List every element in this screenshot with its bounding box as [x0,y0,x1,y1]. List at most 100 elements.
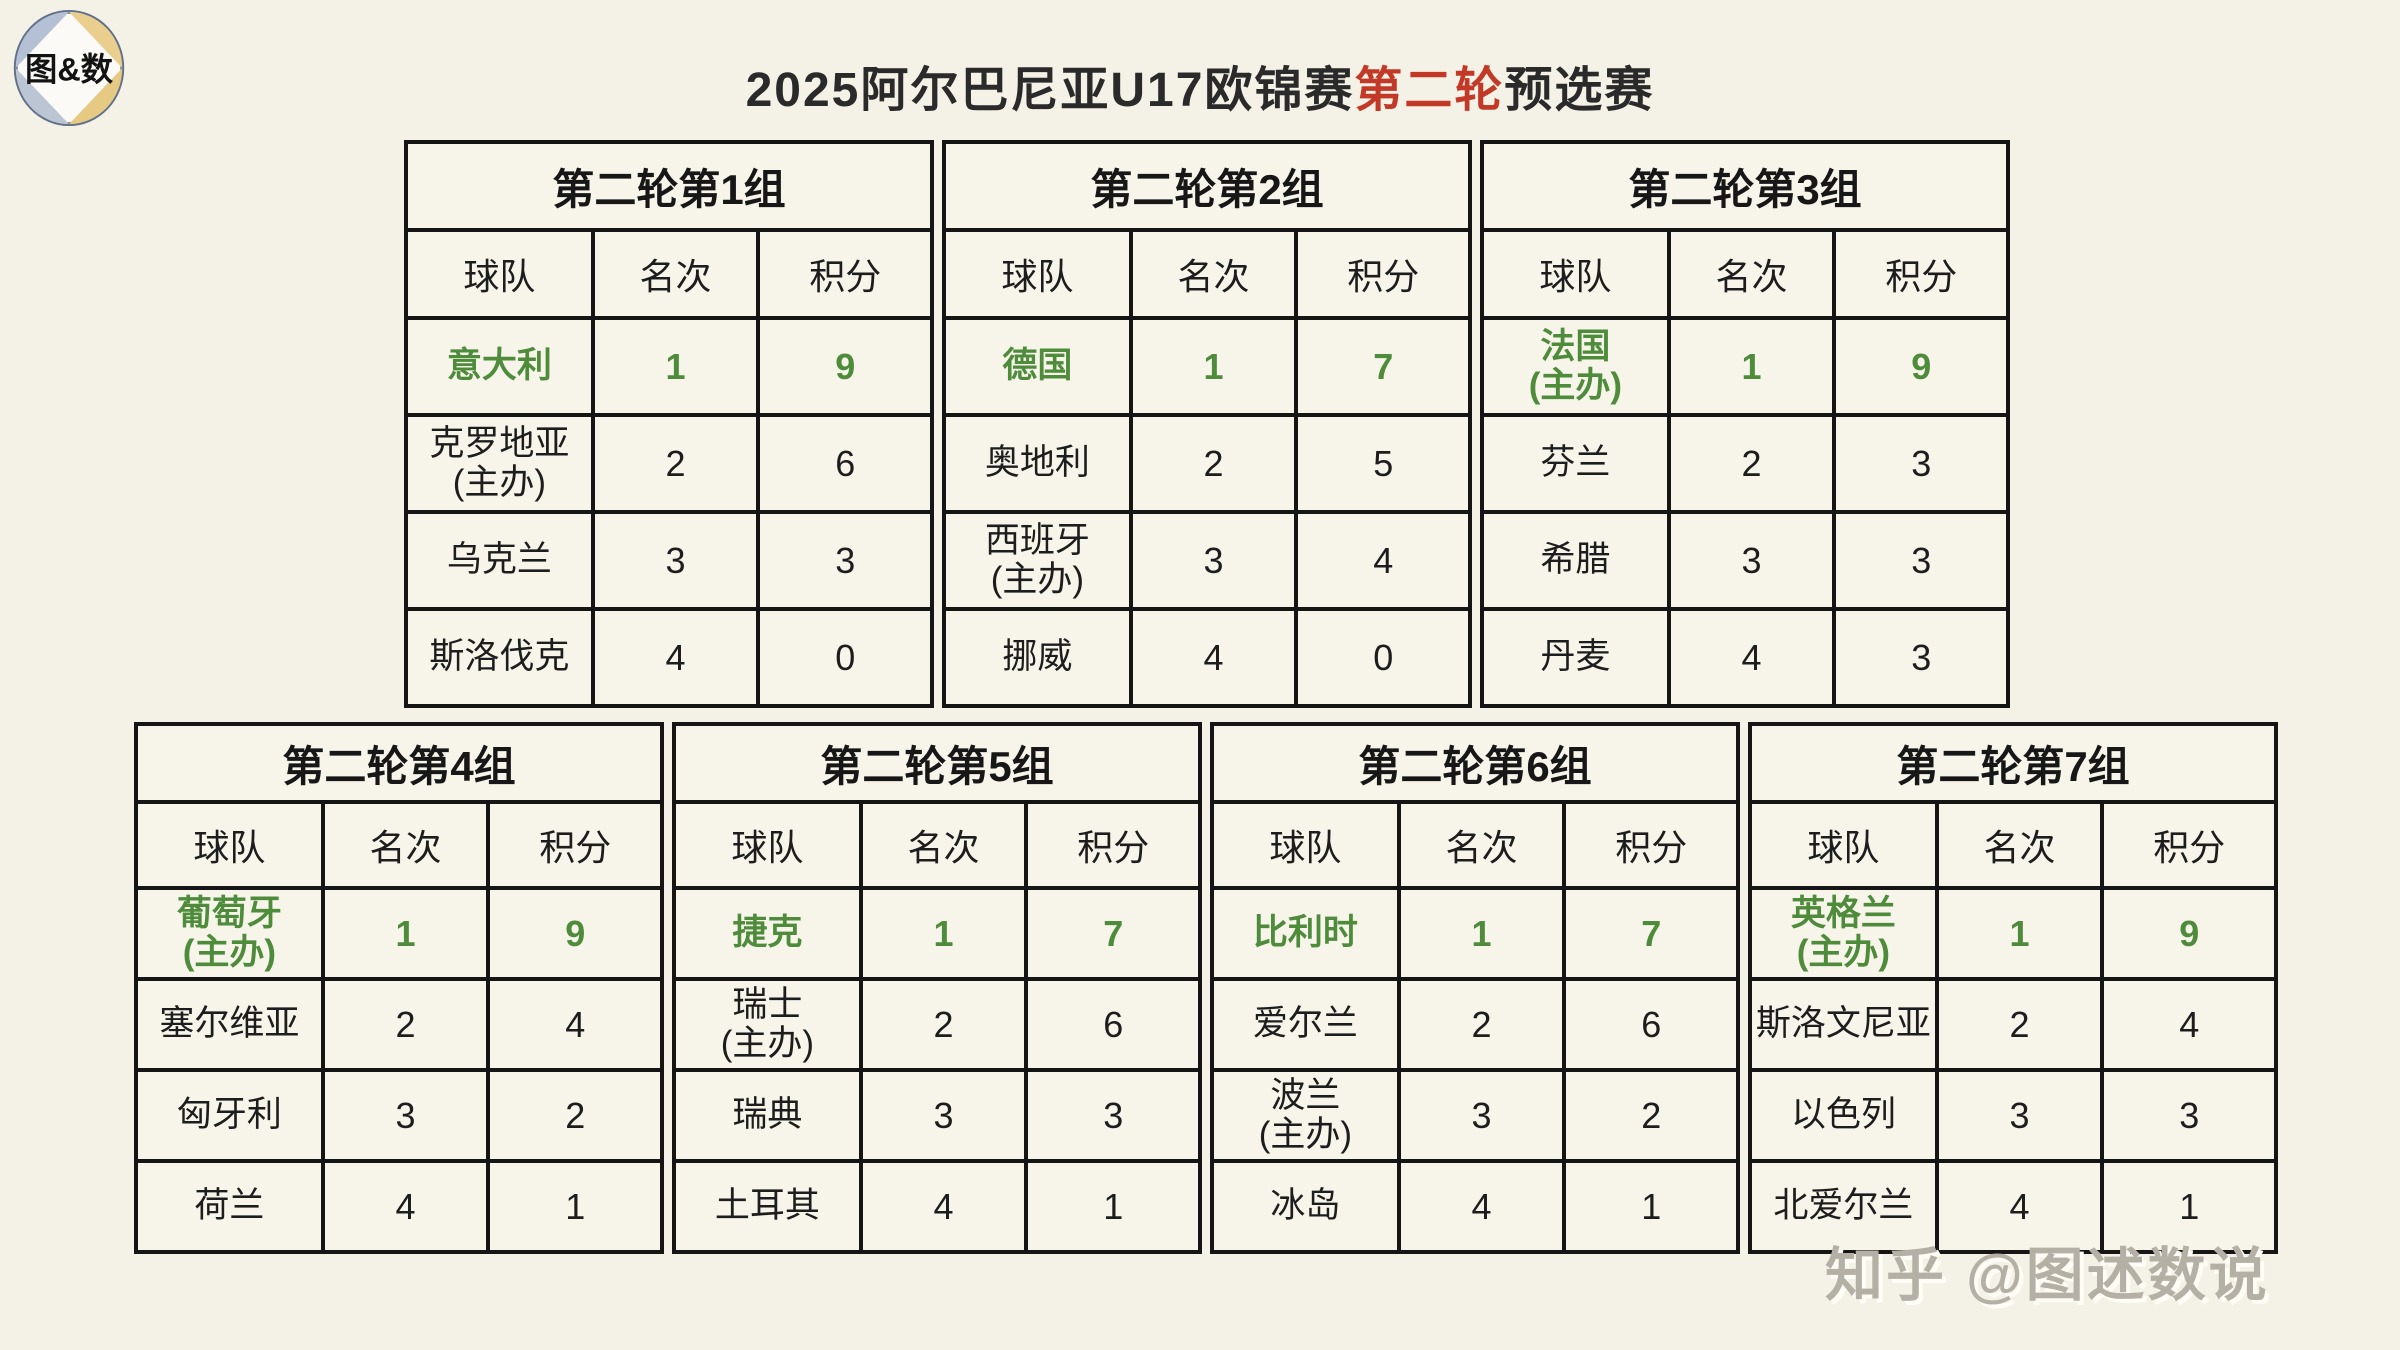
rank-cell: 3 [1396,1068,1567,1163]
page-title-highlight: 第二轮 [1354,64,1505,118]
rank-cell: 2 [1396,977,1567,1072]
logo-corner-bottomright [69,68,123,125]
team-cell: 芬兰 [1480,413,1671,514]
column-header: 球队 [1210,800,1401,890]
team-row: 克罗地亚 (主办) 2 6 [404,413,934,514]
team-row: 冰岛 4 1 [1210,1159,1740,1254]
points-cell: 2 [1562,1068,1740,1163]
team-cell: 瑞士 (主办) [672,977,863,1072]
column-header: 球队 [672,800,863,890]
group-title: 第二轮第7组 [1748,722,2278,804]
rank-cell: 2 [858,977,1029,1072]
team-row: 匈牙利 3 2 [134,1068,664,1163]
rank-cell: 1 [1934,886,2105,981]
rank-cell: 4 [1666,607,1837,708]
rank-cell: 1 [1396,886,1567,981]
group-table: 第二轮第3组 球队 名次 积分 法国 (主办) 1 9 芬兰 2 3 希腊 3 3 丹麦 4 3 [1480,140,2010,708]
points-cell: 7 [1562,886,1740,981]
points-cell: 3 [1832,607,2010,708]
rank-cell: 3 [590,510,761,611]
column-header: 积分 [2100,800,2278,890]
team-cell: 冰岛 [1210,1159,1401,1254]
column-header: 球队 [404,228,595,320]
column-header: 积分 [486,800,664,890]
rank-cell: 2 [1934,977,2105,1072]
team-cell: 克罗地亚 (主办) [404,413,595,514]
team-row: 乌克兰 3 3 [404,510,934,611]
team-row: 塞尔维亚 2 4 [134,977,664,1072]
rank-cell: 2 [1128,413,1299,514]
rank-cell: 1 [320,886,491,981]
rank-cell: 2 [590,413,761,514]
rank-cell: 1 [1128,316,1299,417]
points-cell: 6 [1562,977,1740,1072]
points-cell: 7 [1024,886,1202,981]
team-cell: 塞尔维亚 [134,977,325,1072]
team-row: 土耳其 4 1 [672,1159,1202,1254]
points-cell: 1 [1562,1159,1740,1254]
column-header: 名次 [590,228,761,320]
column-header: 名次 [1934,800,2105,890]
points-cell: 9 [486,886,664,981]
team-cell: 以色列 [1748,1068,1939,1163]
group-table: 第二轮第6组 球队 名次 积分 比利时 1 7 爱尔兰 2 6 波兰 (主办) 3 2 冰岛 4 1 [1210,722,1740,1254]
team-row: 比利时 1 7 [1210,886,1740,981]
team-cell: 意大利 [404,316,595,417]
points-cell: 3 [1832,510,2010,611]
team-cell: 爱尔兰 [1210,977,1401,1072]
column-header: 名次 [1666,228,1837,320]
team-cell: 希腊 [1480,510,1671,611]
team-row: 奥地利 2 5 [942,413,1472,514]
page-title-suffix: 预选赛 [1504,64,1655,118]
group-title: 第二轮第5组 [672,722,1202,804]
team-cell: 北爱尔兰 [1748,1159,1939,1254]
team-cell: 葡萄牙 (主办) [134,886,325,981]
points-cell: 1 [2100,1159,2278,1254]
rank-cell: 3 [1128,510,1299,611]
rank-cell: 3 [858,1068,1029,1163]
group-title: 第二轮第6组 [1210,722,1740,804]
column-header: 积分 [1832,228,2010,320]
rank-cell: 1 [858,886,1029,981]
tables-row-top: 第二轮第1组 球队 名次 积分 意大利 1 9 克罗地亚 (主办) 2 6 乌克兰 3 3 斯洛伐克 4 0 第… [404,140,2010,708]
team-cell: 匈牙利 [134,1068,325,1163]
points-cell: 4 [486,977,664,1072]
team-row: 英格兰 (主办) 1 9 [1748,886,2278,981]
group-table: 第二轮第4组 球队 名次 积分 葡萄牙 (主办) 1 9 塞尔维亚 2 4 匈牙利 3 2 荷兰 4 1 [134,722,664,1254]
points-cell: 2 [486,1068,664,1163]
team-row: 瑞典 3 3 [672,1068,1202,1163]
tables-row-bottom: 第二轮第4组 球队 名次 积分 葡萄牙 (主办) 1 9 塞尔维亚 2 4 匈牙利 3 2 荷兰 4 1 第二轮… [134,722,2278,1254]
team-row: 波兰 (主办) 3 2 [1210,1068,1740,1163]
team-cell: 荷兰 [134,1159,325,1254]
team-cell: 西班牙 (主办) [942,510,1133,611]
column-header: 积分 [1294,228,1472,320]
points-cell: 9 [1832,316,2010,417]
rank-cell: 4 [1934,1159,2105,1254]
logo: 图&数 [13,9,125,127]
team-row: 捷克 1 7 [672,886,1202,981]
team-cell: 波兰 (主办) [1210,1068,1401,1163]
team-row: 瑞士 (主办) 2 6 [672,977,1202,1072]
group-title: 第二轮第4组 [134,722,664,804]
team-cell: 丹麦 [1480,607,1671,708]
column-header: 名次 [1396,800,1567,890]
points-cell: 3 [756,510,934,611]
team-row: 丹麦 4 3 [1480,607,2010,708]
points-cell: 9 [2100,886,2278,981]
logo-corner-topleft [15,11,69,68]
team-row: 西班牙 (主办) 3 4 [942,510,1472,611]
team-row: 葡萄牙 (主办) 1 9 [134,886,664,981]
points-cell: 4 [1294,510,1472,611]
points-cell: 3 [2100,1068,2278,1163]
column-header: 名次 [320,800,491,890]
team-row: 芬兰 2 3 [1480,413,2010,514]
rank-cell: 4 [590,607,761,708]
points-cell: 3 [1024,1068,1202,1163]
points-cell: 9 [756,316,934,417]
logo-text: 图&数 [25,51,114,87]
points-cell: 3 [1832,413,2010,514]
points-cell: 1 [1024,1159,1202,1254]
team-cell: 土耳其 [672,1159,863,1254]
rank-cell: 4 [858,1159,1029,1254]
points-cell: 0 [1294,607,1472,708]
